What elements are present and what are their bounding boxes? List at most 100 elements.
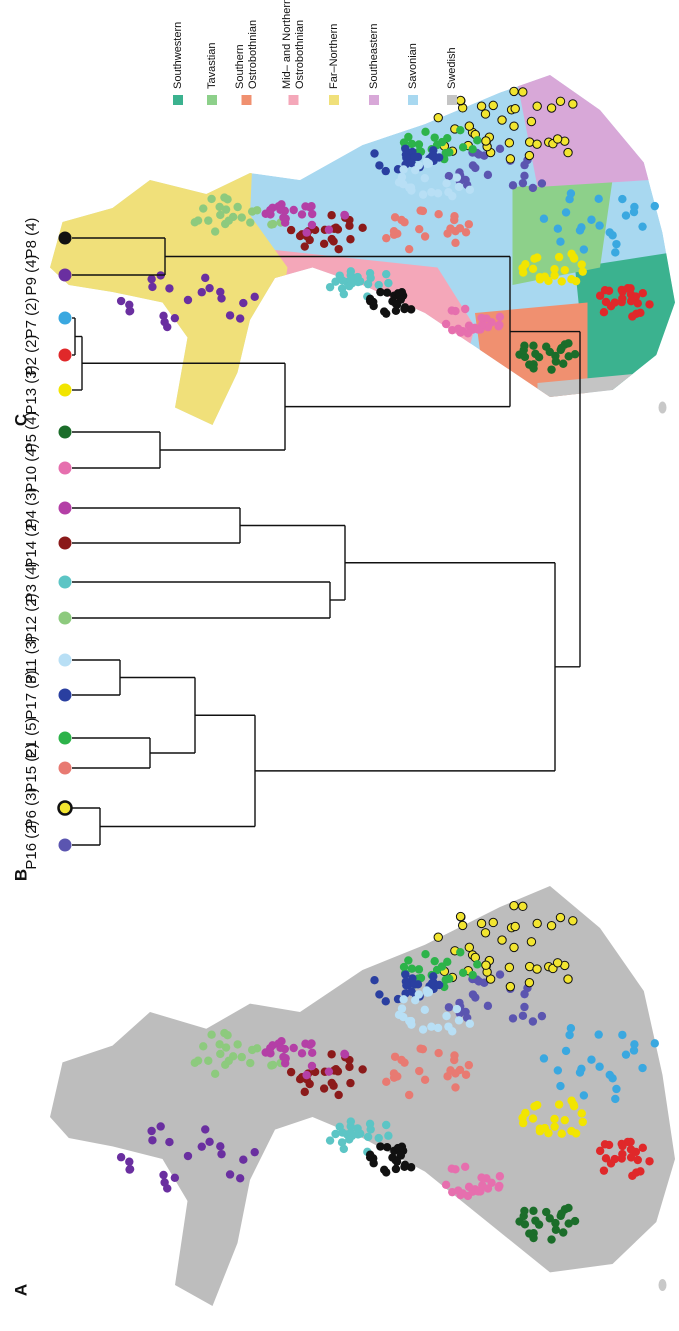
leaf-dot bbox=[59, 537, 72, 550]
sample-dot bbox=[579, 1118, 587, 1126]
sample-dot bbox=[382, 167, 390, 175]
sample-dot bbox=[577, 1065, 585, 1073]
sample-dot bbox=[645, 1157, 653, 1165]
sample-dot bbox=[427, 188, 435, 196]
sample-dot bbox=[618, 195, 626, 203]
sample-dot bbox=[375, 990, 383, 998]
sample-dot bbox=[434, 1049, 442, 1057]
sample-dot bbox=[551, 1219, 559, 1227]
sample-dot bbox=[246, 218, 254, 226]
sample-dot bbox=[521, 260, 529, 268]
sample-dot bbox=[529, 184, 537, 192]
sample-dot bbox=[334, 245, 342, 253]
sample-dot bbox=[375, 281, 383, 289]
leaf-dot bbox=[59, 232, 72, 245]
sample-dot bbox=[509, 181, 517, 189]
sample-dot bbox=[559, 360, 567, 368]
sample-dot bbox=[341, 211, 349, 219]
sample-dot bbox=[465, 1183, 473, 1191]
sample-dot bbox=[569, 1100, 577, 1108]
sample-dot bbox=[630, 1040, 638, 1048]
sample-dot bbox=[627, 297, 635, 305]
leaf-label: P4 (3) bbox=[23, 488, 40, 529]
leaf-label: P8 (4) bbox=[23, 218, 40, 259]
leaf-dot bbox=[59, 269, 72, 282]
sample-dot bbox=[358, 1065, 366, 1073]
sample-dot bbox=[421, 950, 429, 958]
leaf-dot bbox=[59, 732, 72, 745]
legend-item: Savonian bbox=[407, 43, 419, 105]
sample-dot bbox=[366, 295, 374, 303]
leaf-label: P2 (2) bbox=[23, 335, 40, 376]
sample-dot bbox=[456, 912, 464, 920]
sample-dot bbox=[547, 365, 555, 373]
sample-dot bbox=[207, 1030, 215, 1038]
sample-dot bbox=[489, 101, 497, 109]
sample-dot bbox=[551, 352, 559, 360]
sample-dot bbox=[540, 215, 548, 223]
sample-dot bbox=[334, 225, 342, 233]
sample-dot bbox=[415, 225, 423, 233]
sample-dot bbox=[390, 231, 398, 239]
sample-dot bbox=[628, 312, 636, 320]
region bbox=[50, 75, 288, 425]
sample-dot bbox=[465, 220, 473, 228]
sample-dot bbox=[160, 1178, 168, 1186]
sample-dot bbox=[529, 342, 537, 350]
sample-dot bbox=[384, 1132, 392, 1140]
sample-dot bbox=[520, 1003, 528, 1011]
sample-dot bbox=[606, 228, 614, 236]
sample-dot bbox=[375, 1134, 383, 1142]
sample-dot bbox=[216, 211, 224, 219]
sample-dot bbox=[578, 260, 586, 268]
sample-dot bbox=[565, 195, 573, 203]
sample-dot bbox=[434, 113, 442, 121]
sample-dot bbox=[529, 1207, 537, 1215]
sample-dot bbox=[446, 1066, 454, 1074]
sample-dot bbox=[376, 288, 384, 296]
sample-dot bbox=[459, 969, 467, 977]
panel-label: B bbox=[11, 869, 30, 881]
sample-dot bbox=[455, 1016, 463, 1024]
sample-dot bbox=[451, 1165, 459, 1173]
sample-dot bbox=[302, 1071, 310, 1079]
sample-dot bbox=[557, 1209, 565, 1217]
sample-dot bbox=[456, 948, 464, 956]
legend-item: Far–Northern bbox=[328, 24, 340, 105]
sample-dot bbox=[307, 1039, 315, 1047]
sample-dot bbox=[520, 346, 528, 354]
sample-dot bbox=[423, 160, 431, 168]
leaf-label: P1 (5) bbox=[23, 718, 40, 759]
sample-dot bbox=[596, 292, 604, 300]
sample-dot bbox=[645, 300, 653, 308]
figure: A B C SouthwesternTavastianSouthernOstro… bbox=[0, 0, 679, 1331]
sample-dot bbox=[564, 148, 572, 156]
sample-dot bbox=[353, 273, 361, 281]
sample-dot bbox=[380, 307, 388, 315]
sample-dot bbox=[477, 102, 485, 110]
sample-dot bbox=[533, 140, 541, 148]
sample-dot bbox=[511, 105, 519, 113]
sample-dot bbox=[410, 980, 418, 988]
sample-dot bbox=[533, 1101, 541, 1109]
sample-dot bbox=[147, 1127, 155, 1135]
sample-dot bbox=[453, 1005, 461, 1013]
sample-dot bbox=[473, 960, 481, 968]
sample-dot bbox=[465, 122, 473, 130]
sample-dot bbox=[451, 239, 459, 247]
sample-dot bbox=[226, 311, 234, 319]
sample-dot bbox=[550, 1122, 558, 1130]
leaf-dot bbox=[59, 426, 72, 439]
sample-dot bbox=[578, 1109, 586, 1117]
sample-dot bbox=[407, 1020, 415, 1028]
sample-dot bbox=[327, 211, 335, 219]
sample-dot bbox=[366, 1150, 374, 1158]
sample-dot bbox=[520, 172, 528, 180]
sample-dot bbox=[498, 936, 506, 944]
sample-dot bbox=[392, 1165, 400, 1173]
sample-dot bbox=[376, 1142, 384, 1150]
sample-dot bbox=[618, 1142, 626, 1150]
sample-dot bbox=[469, 161, 477, 169]
legend-item: SouthernOstrobothnian bbox=[234, 20, 259, 105]
sample-dot bbox=[347, 267, 355, 275]
